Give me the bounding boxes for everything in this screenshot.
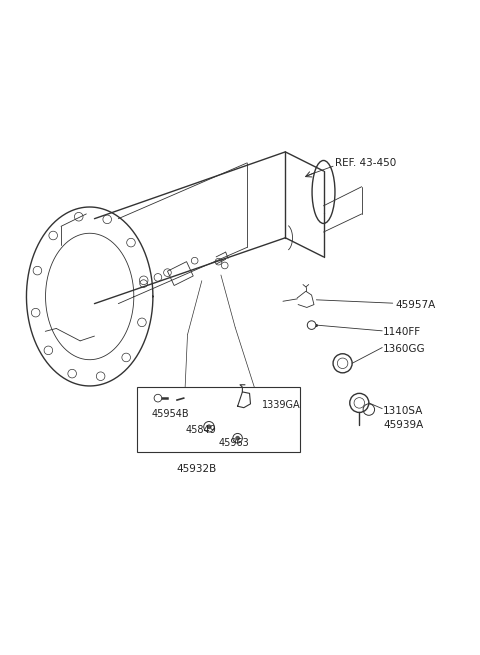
Bar [137,387,300,451]
Circle shape [154,394,162,402]
Text: 45954B: 45954B [152,409,189,419]
Text: 45939A: 45939A [383,421,423,430]
Circle shape [235,436,240,441]
Text: 1360GG: 1360GG [383,344,426,354]
Text: 45849: 45849 [185,425,216,435]
Text: 45957A: 45957A [395,299,435,310]
Circle shape [206,424,211,429]
Text: 45932B: 45932B [177,464,217,474]
Text: 1310SA: 1310SA [383,406,423,416]
Text: 1140FF: 1140FF [383,328,421,337]
Circle shape [307,321,316,329]
Text: REF. 43-450: REF. 43-450 [336,158,396,168]
Text: 45963: 45963 [218,438,249,448]
Text: 1339GA: 1339GA [262,400,300,410]
